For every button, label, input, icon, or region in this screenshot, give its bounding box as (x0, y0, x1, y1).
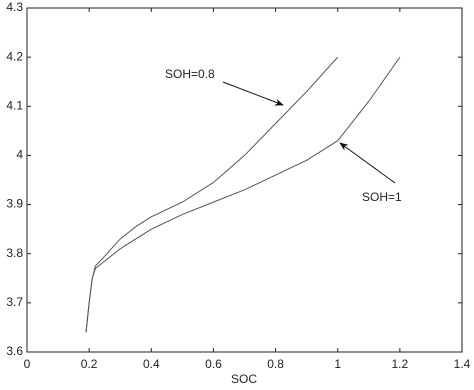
x-tick-label: 0.2 (81, 357, 98, 371)
x-tick-label: 0.6 (205, 357, 222, 371)
y-tick-label: 3.8 (6, 246, 23, 260)
x-tick-label: 1 (334, 357, 341, 371)
series-line (85, 56, 401, 333)
x-tick-label: 1.4 (454, 357, 471, 371)
series-line (85, 56, 339, 333)
curve-annotation: SOH=0.8 (165, 67, 215, 81)
x-tick-label: 0 (24, 357, 31, 371)
y-tick-label: 3.9 (6, 197, 23, 211)
y-tick-label: 3.7 (6, 295, 23, 309)
y-tick-label: 4.2 (6, 49, 23, 63)
annotation-arrow (222, 81, 284, 106)
x-tick-label: 0.4 (143, 357, 160, 371)
x-axis-label: SOC (231, 372, 257, 386)
annotation-arrow (339, 142, 396, 184)
y-tick-label: 4.3 (6, 0, 23, 14)
x-tick-label: 1.2 (392, 357, 409, 371)
x-tick-label: 0.8 (267, 357, 284, 371)
plot-frame (26, 7, 463, 353)
curve-annotation: SOH=1 (362, 190, 402, 204)
y-tick-label: 4 (16, 148, 23, 162)
y-tick-label: 4.1 (6, 98, 23, 112)
y-tick-label: 3.6 (6, 344, 23, 358)
